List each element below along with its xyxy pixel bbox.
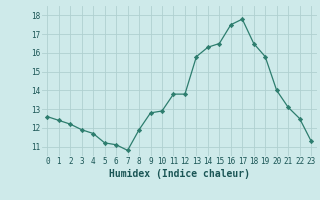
X-axis label: Humidex (Indice chaleur): Humidex (Indice chaleur) xyxy=(109,169,250,179)
